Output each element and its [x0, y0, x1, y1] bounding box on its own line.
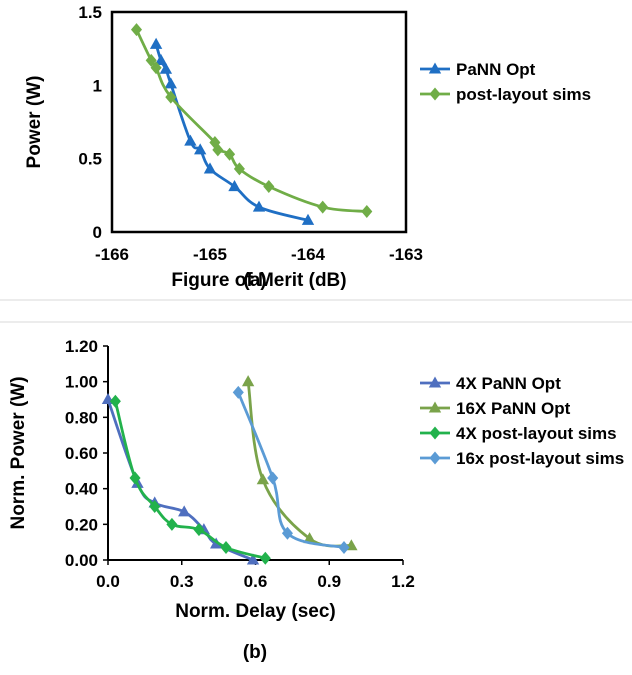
- panel-caption: (a): [243, 270, 266, 291]
- data-point: [301, 213, 315, 225]
- data-point: [361, 204, 373, 218]
- data-point: [149, 37, 163, 49]
- data-point: [246, 553, 260, 565]
- legend-marker: [428, 376, 442, 388]
- panel-caption: (b): [243, 642, 267, 663]
- legend-label: 4X PaNN Opt: [456, 374, 561, 393]
- x-axis-label: Norm. Delay (sec): [175, 601, 336, 622]
- data-point: [145, 53, 157, 67]
- x-tick-label: 1.2: [391, 572, 415, 591]
- y-tick-label: 0.60: [65, 444, 98, 463]
- y-tick-label: 0: [93, 223, 102, 242]
- y-tick-label: 1.00: [65, 373, 98, 392]
- data-point: [303, 532, 316, 544]
- data-point: [165, 90, 177, 104]
- data-point: [164, 77, 177, 89]
- data-point: [338, 541, 350, 555]
- series-line: [135, 28, 369, 213]
- x-tick-label: 0.6: [244, 572, 268, 591]
- data-point: [259, 551, 271, 565]
- legend-label: PaNN Opt: [456, 60, 536, 79]
- data-point: [267, 471, 279, 485]
- x-tick-label: -163: [389, 245, 423, 264]
- data-point: [130, 23, 143, 37]
- y-tick-label: 0.20: [65, 515, 98, 534]
- data-point: [281, 526, 293, 540]
- series-line: [246, 380, 353, 548]
- legend-marker: [429, 87, 441, 101]
- legend-marker: [429, 426, 441, 440]
- x-tick-label: 0.9: [317, 572, 341, 591]
- data-point: [166, 517, 178, 531]
- y-tick-label: 0.80: [65, 408, 98, 427]
- data-point: [317, 200, 329, 214]
- chart-a: 0 0.5 1 1.5 -166 -165 -164 -163 Figure of Merit …: [24, 3, 591, 291]
- legend-marker: [429, 451, 441, 465]
- data-point: [224, 147, 236, 161]
- series-line: [236, 390, 346, 549]
- legend-label: 4X post-layout sims: [456, 424, 617, 443]
- legend-label: 16x post-layout sims: [456, 449, 624, 468]
- data-point: [263, 180, 275, 194]
- data-point: [178, 505, 191, 517]
- chart-b: 0.00 0.20 0.40 0.60 0.80 1.00 1.20 0.0 0.3 0.6 0.9…: [8, 337, 624, 663]
- data-point: [193, 523, 205, 537]
- data-point: [194, 143, 207, 155]
- y-axis-label: Norm. Power (W): [8, 376, 29, 529]
- data-point: [109, 394, 121, 408]
- data-point: [150, 61, 162, 75]
- x-tick-label: -164: [291, 245, 326, 264]
- y-tick-label: 0.00: [65, 551, 98, 570]
- x-tick-label: 0.0: [96, 572, 120, 591]
- data-point: [149, 500, 161, 513]
- y-tick-label: 1: [93, 76, 102, 95]
- series-line: [106, 398, 255, 562]
- y-tick-label: 0.40: [65, 480, 98, 499]
- y-tick-label: 1.20: [65, 337, 98, 356]
- legend-marker: [428, 401, 442, 413]
- data-point: [154, 53, 168, 65]
- data-point: [209, 136, 221, 150]
- x-tick-label: 0.3: [170, 572, 194, 591]
- data-point: [256, 473, 270, 485]
- data-point: [220, 541, 232, 555]
- y-axis-label: Power (W): [24, 76, 45, 169]
- data-point: [184, 134, 197, 146]
- data-point: [203, 162, 217, 174]
- data-point: [252, 200, 266, 212]
- legend-label: post-layout sims: [456, 85, 591, 104]
- x-axis-label: Figure of Merit (dB): [171, 270, 346, 291]
- data-point: [233, 162, 245, 176]
- plot-frame: [110, 10, 408, 234]
- data-point: [129, 471, 141, 485]
- y-tick-label: 0.5: [78, 150, 102, 169]
- x-tick-label: -166: [95, 245, 129, 264]
- data-point: [159, 62, 173, 74]
- data-point: [232, 385, 244, 399]
- data-point: [228, 180, 241, 192]
- legend-label: 16X PaNN Opt: [456, 399, 571, 418]
- x-tick-label: -165: [193, 245, 227, 264]
- y-tick-label: 1.5: [78, 3, 102, 22]
- data-point: [212, 143, 224, 157]
- legend-marker: [428, 62, 442, 74]
- data-point: [241, 375, 255, 387]
